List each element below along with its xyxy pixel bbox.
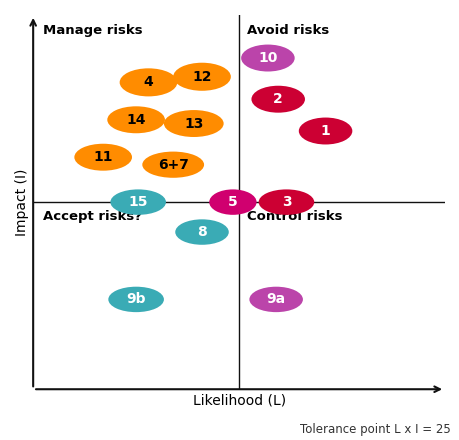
Text: 2: 2 (273, 92, 282, 106)
Ellipse shape (110, 189, 166, 215)
Ellipse shape (74, 144, 132, 171)
Text: 15: 15 (128, 195, 148, 209)
Text: Avoid risks: Avoid risks (247, 24, 329, 37)
Text: 11: 11 (93, 150, 112, 164)
Text: 5: 5 (228, 195, 237, 209)
Text: 10: 10 (257, 51, 277, 65)
Text: 13: 13 (184, 117, 203, 131)
Ellipse shape (175, 219, 228, 245)
Ellipse shape (119, 68, 177, 96)
Ellipse shape (241, 44, 294, 72)
Text: 3: 3 (281, 195, 291, 209)
Text: 1: 1 (320, 124, 330, 138)
Ellipse shape (249, 287, 302, 312)
Text: 9b: 9b (126, 293, 146, 306)
Ellipse shape (173, 63, 230, 91)
Ellipse shape (298, 117, 352, 144)
Ellipse shape (142, 152, 204, 178)
Text: Tolerance point L x I = 25: Tolerance point L x I = 25 (299, 422, 450, 436)
Text: Manage risks: Manage risks (43, 24, 143, 37)
Ellipse shape (107, 106, 165, 133)
Ellipse shape (258, 189, 313, 215)
Ellipse shape (108, 287, 163, 312)
Text: 8: 8 (197, 225, 207, 239)
Text: Accept risks?: Accept risks? (43, 209, 142, 223)
Ellipse shape (251, 86, 304, 113)
Text: 9a: 9a (266, 293, 285, 306)
Text: 6+7: 6+7 (157, 158, 188, 172)
Text: 4: 4 (143, 75, 153, 89)
Ellipse shape (163, 110, 223, 137)
Ellipse shape (209, 189, 256, 215)
Text: Control risks: Control risks (247, 209, 342, 223)
Text: 14: 14 (126, 113, 146, 127)
X-axis label: Likelihood (L): Likelihood (L) (192, 393, 285, 407)
Text: 12: 12 (192, 70, 211, 84)
Y-axis label: Impact (I): Impact (I) (15, 169, 29, 236)
